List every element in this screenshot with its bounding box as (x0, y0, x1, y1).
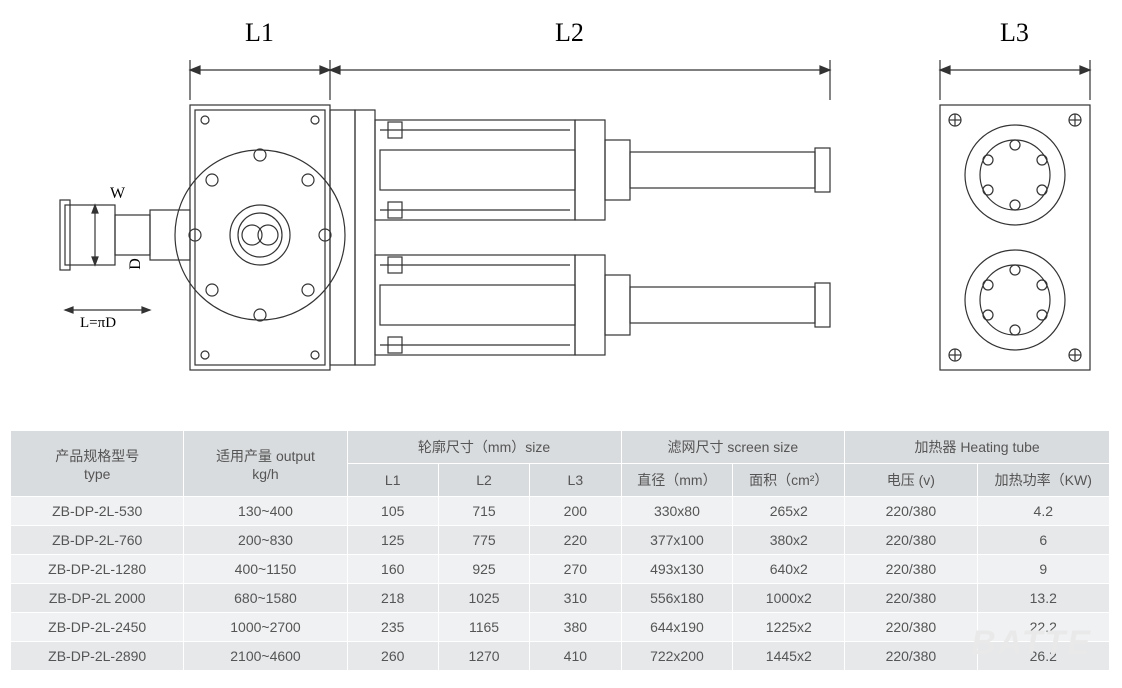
cell-dia: 556x180 (621, 584, 733, 613)
label-l2: L2 (555, 18, 584, 48)
cell-L1: 125 (347, 526, 438, 555)
spec-table: 产品规格型号 type 适用产量 output kg/h 轮廓尺寸（mm）siz… (10, 430, 1110, 671)
table-row: ZB-DP-2L-28902100~46002601270410722x2001… (11, 642, 1110, 671)
cell-output: 400~1150 (184, 555, 347, 584)
cell-L3: 220 (530, 526, 621, 555)
cell-type: ZB-DP-2L-1280 (11, 555, 184, 584)
cell-kw: 9 (977, 555, 1109, 584)
table-row: ZB-DP-2L-760200~830125775220377x100380x2… (11, 526, 1110, 555)
th-area: 面积（cm²） (733, 464, 845, 497)
cell-volt: 220/380 (845, 497, 977, 526)
cell-output: 2100~4600 (184, 642, 347, 671)
th-l2: L2 (438, 464, 529, 497)
cell-area: 640x2 (733, 555, 845, 584)
cell-kw: 6 (977, 526, 1109, 555)
cell-L2: 1025 (438, 584, 529, 613)
table-row: ZB-DP-2L-1280400~1150160925270493x130640… (11, 555, 1110, 584)
cell-L3: 380 (530, 613, 621, 642)
th-type: 产品规格型号 type (11, 431, 184, 497)
cell-area: 1445x2 (733, 642, 845, 671)
label-d: D (127, 258, 145, 270)
cell-L3: 310 (530, 584, 621, 613)
cell-dia: 644x190 (621, 613, 733, 642)
cell-L1: 105 (347, 497, 438, 526)
cell-kw: 4.2 (977, 497, 1109, 526)
cell-kw: 26.2 (977, 642, 1109, 671)
cell-dia: 330x80 (621, 497, 733, 526)
cell-volt: 220/380 (845, 642, 977, 671)
cell-type: ZB-DP-2L 2000 (11, 584, 184, 613)
cell-L1: 235 (347, 613, 438, 642)
cell-volt: 220/380 (845, 613, 977, 642)
th-kw: 加热功率（KW) (977, 464, 1109, 497)
cell-L2: 775 (438, 526, 529, 555)
table-row: ZB-DP-2L-24501000~27002351165380644x1901… (11, 613, 1110, 642)
table-row: ZB-DP-2L 2000680~15802181025310556x18010… (11, 584, 1110, 613)
th-dia: 直径（mm） (621, 464, 733, 497)
th-output: 适用产量 output kg/h (184, 431, 347, 497)
cell-area: 380x2 (733, 526, 845, 555)
cell-L1: 160 (347, 555, 438, 584)
cell-dia: 377x100 (621, 526, 733, 555)
th-volt: 电压 (v) (845, 464, 977, 497)
label-w: W (110, 185, 125, 203)
cell-type: ZB-DP-2L-2450 (11, 613, 184, 642)
label-l3: L3 (1000, 18, 1029, 48)
cell-L1: 260 (347, 642, 438, 671)
cell-L2: 1270 (438, 642, 529, 671)
th-size-group: 轮廓尺寸（mm）size (347, 431, 621, 464)
cell-area: 1225x2 (733, 613, 845, 642)
cell-volt: 220/380 (845, 555, 977, 584)
technical-drawing: L1 L2 L3 W D L=πD (10, 10, 1110, 410)
th-l3: L3 (530, 464, 621, 497)
th-l1: L1 (347, 464, 438, 497)
cell-L2: 925 (438, 555, 529, 584)
cell-volt: 220/380 (845, 584, 977, 613)
page: L1 L2 L3 W D L=πD 产品规格型号 type 适用产量 outpu… (10, 10, 1112, 671)
label-l1: L1 (245, 18, 274, 48)
cell-type: ZB-DP-2L-530 (11, 497, 184, 526)
cell-L2: 715 (438, 497, 529, 526)
th-heat-group: 加热器 Heating tube (845, 431, 1110, 464)
cell-kw: 22.2 (977, 613, 1109, 642)
cell-kw: 13.2 (977, 584, 1109, 613)
cell-type: ZB-DP-2L-2890 (11, 642, 184, 671)
cell-area: 265x2 (733, 497, 845, 526)
cell-volt: 220/380 (845, 526, 977, 555)
th-screen-group: 滤网尺寸 screen size (621, 431, 845, 464)
table-row: ZB-DP-2L-530130~400105715200330x80265x22… (11, 497, 1110, 526)
cell-L1: 218 (347, 584, 438, 613)
cell-dia: 722x200 (621, 642, 733, 671)
cell-dia: 493x130 (621, 555, 733, 584)
cell-output: 1000~2700 (184, 613, 347, 642)
cell-output: 130~400 (184, 497, 347, 526)
spec-table-wrap: 产品规格型号 type 适用产量 output kg/h 轮廓尺寸（mm）siz… (10, 430, 1110, 671)
table-body: ZB-DP-2L-530130~400105715200330x80265x22… (11, 497, 1110, 671)
drawing-svg (10, 10, 1110, 410)
cell-output: 680~1580 (184, 584, 347, 613)
cell-area: 1000x2 (733, 584, 845, 613)
cell-L3: 200 (530, 497, 621, 526)
cell-output: 200~830 (184, 526, 347, 555)
cell-L3: 270 (530, 555, 621, 584)
cell-L3: 410 (530, 642, 621, 671)
cell-L2: 1165 (438, 613, 529, 642)
label-lpid: L=πD (80, 315, 116, 332)
cell-type: ZB-DP-2L-760 (11, 526, 184, 555)
